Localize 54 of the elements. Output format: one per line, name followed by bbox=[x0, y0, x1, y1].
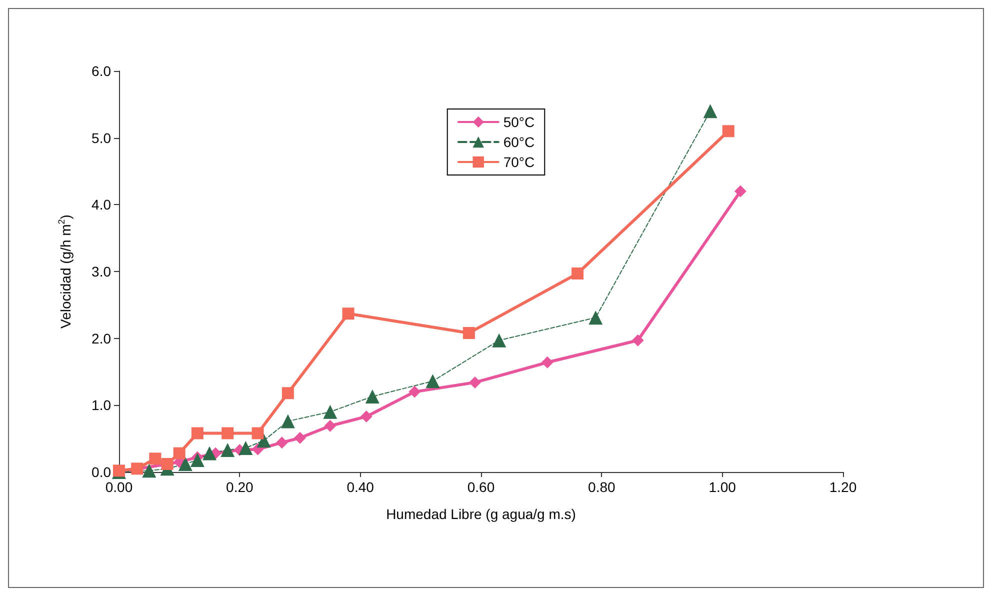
point bbox=[734, 185, 746, 198]
point bbox=[365, 389, 380, 404]
y-tick-label: 6.0 bbox=[92, 63, 112, 79]
point bbox=[178, 456, 192, 471]
x-tick-label: 0.80 bbox=[588, 479, 616, 495]
legend-label: 60°C bbox=[503, 134, 535, 150]
y-tick-label: 2.0 bbox=[92, 330, 112, 346]
y-tick-label: 0.0 bbox=[92, 464, 112, 480]
point bbox=[256, 434, 271, 448]
point bbox=[323, 404, 338, 419]
point bbox=[342, 308, 354, 320]
x-tick-label: 1.20 bbox=[829, 479, 857, 495]
point bbox=[142, 464, 156, 478]
point bbox=[282, 387, 294, 400]
point bbox=[324, 420, 336, 432]
point bbox=[280, 414, 295, 428]
point bbox=[149, 452, 162, 465]
point bbox=[161, 458, 174, 470]
point bbox=[294, 432, 306, 444]
point bbox=[468, 376, 481, 388]
point bbox=[588, 310, 603, 325]
point bbox=[722, 125, 734, 138]
point bbox=[462, 326, 475, 339]
point bbox=[572, 268, 584, 280]
point bbox=[202, 446, 216, 460]
point bbox=[632, 334, 644, 346]
point bbox=[222, 427, 234, 440]
y-tick-label: 1.0 bbox=[92, 397, 112, 414]
y-tick-label: 5.0 bbox=[92, 130, 112, 146]
y-tick-label: 3.0 bbox=[92, 264, 112, 280]
x-axis-title: Humedad Libre (g agua/g m.s) bbox=[386, 506, 576, 522]
x-tick-label: 0.40 bbox=[346, 479, 374, 495]
point bbox=[492, 333, 506, 348]
y-axis-title: Velocidad (g/h m2) bbox=[56, 214, 74, 328]
point bbox=[703, 104, 718, 118]
point bbox=[276, 436, 288, 449]
point bbox=[360, 410, 372, 423]
x-tick-label: 1.00 bbox=[708, 479, 736, 495]
point bbox=[131, 462, 144, 475]
point bbox=[541, 356, 554, 368]
point bbox=[238, 440, 253, 455]
point bbox=[220, 442, 235, 457]
legend-label: 50°C bbox=[503, 114, 535, 130]
y-tick-label: 4.0 bbox=[92, 196, 112, 213]
x-tick-label: 0.60 bbox=[467, 479, 495, 495]
point bbox=[408, 386, 421, 398]
x-tick-label: 0.20 bbox=[226, 479, 254, 495]
point bbox=[190, 452, 204, 467]
point bbox=[191, 427, 204, 440]
x-tick-label: 0.00 bbox=[105, 479, 133, 495]
legend-label: 70°C bbox=[503, 154, 535, 170]
point bbox=[252, 427, 264, 440]
point bbox=[426, 374, 440, 388]
point bbox=[173, 447, 186, 460]
